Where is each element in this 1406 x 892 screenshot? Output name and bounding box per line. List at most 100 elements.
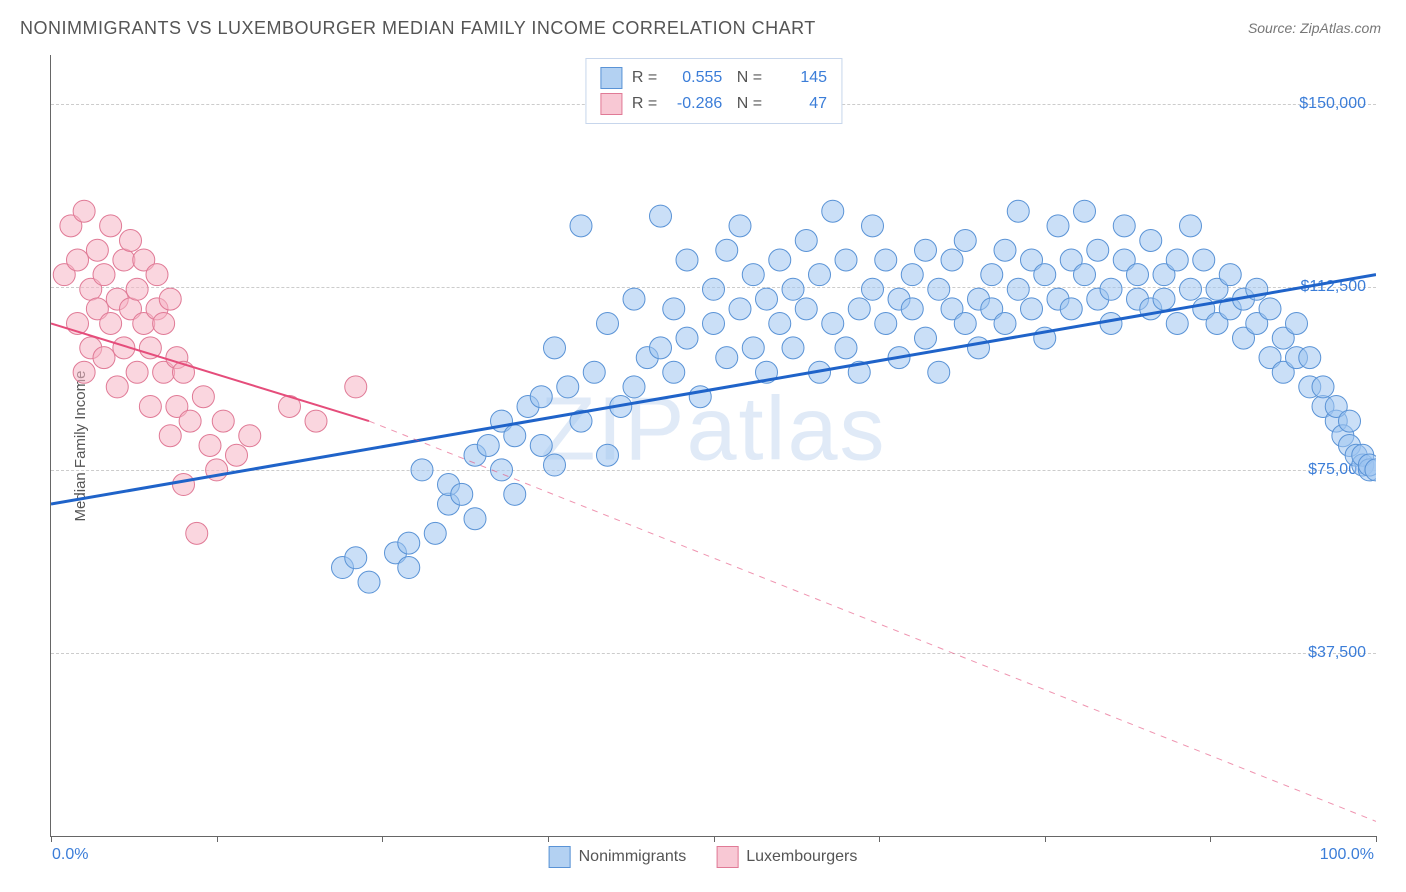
data-point	[835, 337, 857, 359]
data-point	[557, 376, 579, 398]
data-point	[954, 229, 976, 251]
data-point	[769, 249, 791, 271]
legend-item: Nonimmigrants	[549, 846, 687, 868]
data-point	[782, 278, 804, 300]
data-point	[901, 298, 923, 320]
data-point	[1286, 312, 1308, 334]
r-label: R =	[632, 95, 657, 113]
chart-svg	[51, 55, 1376, 836]
data-point	[159, 425, 181, 447]
data-point	[782, 337, 804, 359]
data-point	[597, 444, 619, 466]
data-point	[1021, 298, 1043, 320]
data-point	[848, 298, 870, 320]
data-point	[93, 347, 115, 369]
data-point	[1074, 200, 1096, 222]
data-point	[1047, 215, 1069, 237]
data-point	[1166, 249, 1188, 271]
data-point	[173, 474, 195, 496]
data-point	[583, 361, 605, 383]
data-point	[530, 386, 552, 408]
data-point	[544, 454, 566, 476]
data-point	[663, 298, 685, 320]
data-point	[1100, 312, 1122, 334]
data-point	[928, 278, 950, 300]
data-point	[1140, 229, 1162, 251]
data-point	[93, 264, 115, 286]
data-point	[1127, 264, 1149, 286]
data-point	[100, 312, 122, 334]
data-point	[424, 522, 446, 544]
r-label: R =	[632, 69, 657, 87]
data-point	[126, 278, 148, 300]
legend-label: Luxembourgers	[746, 848, 857, 866]
data-point	[915, 239, 937, 261]
data-point	[504, 425, 526, 447]
data-point	[1180, 215, 1202, 237]
data-point	[756, 288, 778, 310]
data-point	[411, 459, 433, 481]
data-point	[597, 312, 619, 334]
series-legend: Nonimmigrants Luxembourgers	[549, 846, 858, 868]
data-point	[716, 239, 738, 261]
data-point	[901, 264, 923, 286]
r-value: -0.286	[667, 95, 722, 113]
data-point	[650, 205, 672, 227]
data-point	[1087, 239, 1109, 261]
data-point	[113, 249, 135, 271]
data-point	[239, 425, 261, 447]
plot-area: ZIPatlas R = 0.555 N = 145 R = -0.286 N …	[50, 55, 1376, 837]
data-point	[1074, 264, 1096, 286]
data-point	[1034, 264, 1056, 286]
data-point	[1193, 249, 1215, 271]
x-axis-max-label: 100.0%	[1320, 846, 1374, 864]
data-point	[928, 361, 950, 383]
chart-container: NONIMMIGRANTS VS LUXEMBOURGER MEDIAN FAM…	[0, 0, 1406, 892]
data-point	[822, 200, 844, 222]
data-point	[358, 571, 380, 593]
data-point	[954, 312, 976, 334]
data-point	[1166, 312, 1188, 334]
data-point	[968, 337, 990, 359]
data-point	[345, 547, 367, 569]
data-point	[1060, 298, 1082, 320]
data-point	[835, 249, 857, 271]
data-point	[862, 215, 884, 237]
data-point	[994, 312, 1016, 334]
data-point	[451, 483, 473, 505]
data-point	[742, 264, 764, 286]
data-point	[1180, 278, 1202, 300]
data-point	[345, 376, 367, 398]
data-point	[795, 298, 817, 320]
data-point	[862, 278, 884, 300]
x-axis-min-label: 0.0%	[52, 846, 88, 864]
n-value: 47	[772, 95, 827, 113]
data-point	[530, 435, 552, 457]
chart-title: NONIMMIGRANTS VS LUXEMBOURGER MEDIAN FAM…	[20, 18, 816, 39]
data-point	[1312, 376, 1334, 398]
data-point	[67, 249, 89, 271]
data-point	[153, 312, 175, 334]
data-point	[1113, 215, 1135, 237]
data-point	[179, 410, 201, 432]
data-point	[623, 376, 645, 398]
data-point	[1339, 410, 1361, 432]
data-point	[809, 264, 831, 286]
data-point	[86, 239, 108, 261]
data-point	[703, 312, 725, 334]
r-value: 0.555	[667, 69, 722, 87]
correlation-legend-row: R = -0.286 N = 47	[600, 91, 827, 117]
legend-swatch-pink	[600, 93, 622, 115]
data-point	[703, 278, 725, 300]
data-point	[915, 327, 937, 349]
data-point	[100, 215, 122, 237]
data-point	[398, 532, 420, 554]
data-point	[199, 435, 221, 457]
data-point	[795, 229, 817, 251]
data-point	[1299, 347, 1321, 369]
data-point	[676, 249, 698, 271]
data-point	[159, 288, 181, 310]
n-label: N =	[732, 95, 762, 113]
chart-source: Source: ZipAtlas.com	[1248, 20, 1381, 36]
legend-swatch-blue	[549, 846, 571, 868]
